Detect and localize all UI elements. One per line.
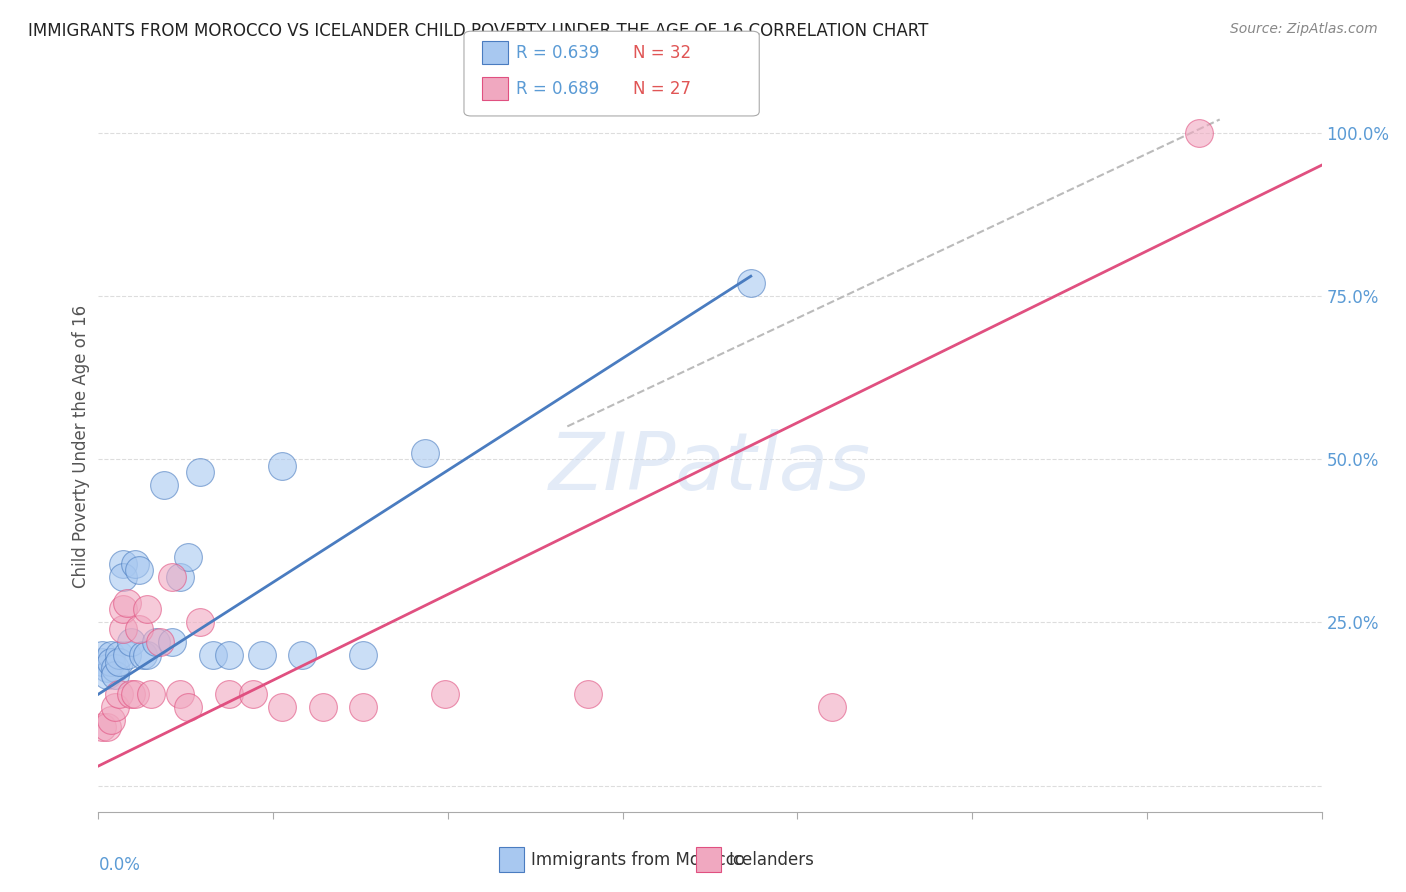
Point bbox=[104, 700, 127, 714]
Point bbox=[352, 648, 374, 662]
Point bbox=[124, 687, 146, 701]
Point bbox=[108, 655, 131, 669]
Point bbox=[96, 720, 118, 734]
Point bbox=[218, 648, 240, 662]
Point bbox=[91, 655, 114, 669]
Point bbox=[242, 687, 264, 701]
Point bbox=[96, 667, 118, 681]
Point bbox=[111, 569, 134, 583]
Point bbox=[145, 635, 167, 649]
Point bbox=[312, 700, 335, 714]
Point bbox=[115, 648, 138, 662]
Point bbox=[100, 648, 122, 662]
Text: N = 32: N = 32 bbox=[633, 44, 690, 62]
Point bbox=[149, 635, 172, 649]
Point bbox=[1188, 126, 1211, 140]
Point bbox=[104, 667, 127, 681]
Point bbox=[169, 569, 191, 583]
Point bbox=[132, 648, 155, 662]
Point bbox=[128, 622, 150, 636]
Point bbox=[100, 714, 122, 728]
Text: Source: ZipAtlas.com: Source: ZipAtlas.com bbox=[1230, 22, 1378, 37]
Text: R = 0.639: R = 0.639 bbox=[516, 44, 599, 62]
Point bbox=[152, 478, 174, 492]
Point bbox=[120, 635, 142, 649]
Text: ZIPatlas: ZIPatlas bbox=[548, 429, 872, 507]
Text: Icelanders: Icelanders bbox=[728, 851, 814, 869]
Point bbox=[188, 615, 212, 630]
Point bbox=[188, 465, 212, 479]
Point bbox=[136, 602, 159, 616]
Point bbox=[434, 687, 457, 701]
Point bbox=[291, 648, 314, 662]
Point bbox=[120, 687, 142, 701]
Point bbox=[270, 700, 294, 714]
Point bbox=[124, 557, 146, 571]
Point bbox=[111, 602, 134, 616]
Text: Immigrants from Morocco: Immigrants from Morocco bbox=[531, 851, 745, 869]
Point bbox=[108, 687, 131, 701]
Point bbox=[128, 563, 150, 577]
Point bbox=[413, 445, 436, 459]
Point bbox=[576, 687, 599, 701]
Point bbox=[141, 687, 163, 701]
Point bbox=[91, 720, 114, 734]
Point bbox=[108, 648, 131, 662]
Point bbox=[218, 687, 240, 701]
Point bbox=[169, 687, 191, 701]
Text: IMMIGRANTS FROM MOROCCO VS ICELANDER CHILD POVERTY UNDER THE AGE OF 16 CORRELATI: IMMIGRANTS FROM MOROCCO VS ICELANDER CHI… bbox=[28, 22, 928, 40]
Point bbox=[740, 276, 762, 290]
Point bbox=[177, 700, 200, 714]
Point bbox=[352, 700, 374, 714]
Point bbox=[160, 569, 183, 583]
Text: R = 0.689: R = 0.689 bbox=[516, 79, 599, 97]
Text: 0.0%: 0.0% bbox=[98, 855, 141, 873]
Point bbox=[136, 648, 159, 662]
Point bbox=[201, 648, 224, 662]
Point bbox=[250, 648, 273, 662]
Point bbox=[104, 661, 127, 675]
Text: N = 27: N = 27 bbox=[633, 79, 690, 97]
Point bbox=[270, 458, 294, 473]
Point bbox=[100, 655, 122, 669]
Point bbox=[91, 648, 114, 662]
Point bbox=[96, 661, 118, 675]
Point bbox=[821, 700, 844, 714]
Point bbox=[111, 622, 134, 636]
Point bbox=[111, 557, 134, 571]
Point bbox=[177, 549, 200, 564]
Point bbox=[160, 635, 183, 649]
Y-axis label: Child Poverty Under the Age of 16: Child Poverty Under the Age of 16 bbox=[72, 304, 90, 588]
Point bbox=[115, 596, 138, 610]
